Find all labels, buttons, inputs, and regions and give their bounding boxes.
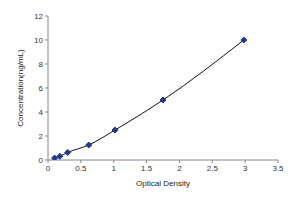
svg-text:2: 2	[39, 132, 44, 141]
svg-text:Concentration(ng/mL): Concentration(ng/mL)	[16, 49, 25, 127]
svg-text:Optical Density: Optical Density	[136, 179, 190, 188]
svg-text:10: 10	[34, 36, 43, 45]
svg-text:0.5: 0.5	[75, 164, 87, 173]
svg-text:0: 0	[39, 156, 44, 165]
svg-text:0: 0	[46, 164, 51, 173]
svg-text:8: 8	[39, 60, 44, 69]
svg-text:6: 6	[39, 84, 44, 93]
svg-text:2: 2	[177, 164, 182, 173]
svg-text:2.5: 2.5	[207, 164, 219, 173]
svg-text:3.5: 3.5	[272, 164, 284, 173]
svg-text:3: 3	[243, 164, 248, 173]
svg-text:1: 1	[111, 164, 116, 173]
svg-text:12: 12	[34, 12, 43, 21]
svg-text:4: 4	[39, 108, 44, 117]
svg-text:1.5: 1.5	[141, 164, 153, 173]
